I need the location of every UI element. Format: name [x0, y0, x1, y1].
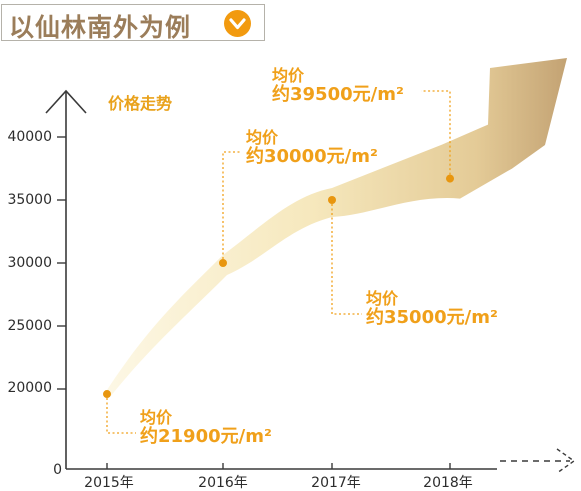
leader-lines — [106, 90, 451, 434]
y-tick-label: 20000 — [7, 380, 52, 396]
chevron-down-icon — [224, 10, 251, 37]
trend-arrow — [103, 58, 567, 398]
title-box: 以仙林南外为例 — [1, 4, 265, 42]
y-tick-label: 30000 — [7, 255, 52, 271]
data-label: 均价 约35000元/m² — [366, 289, 498, 329]
data-points — [103, 174, 454, 399]
data-point — [446, 174, 454, 183]
page-title: 以仙林南外为例 — [9, 13, 192, 42]
x-tick-label: 2017年 — [311, 475, 361, 491]
x-tick-label: 2018年 — [423, 475, 473, 491]
data-point — [103, 390, 111, 399]
leader-line — [106, 398, 136, 434]
leader-line — [331, 204, 362, 315]
y-zero-label: 0 — [53, 462, 62, 478]
y-tick-label: 35000 — [7, 192, 52, 208]
data-point — [219, 259, 227, 267]
data-label: 均价 约30000元/m² — [246, 128, 378, 168]
y-tick-label: 40000 — [7, 129, 52, 145]
data-point — [328, 196, 336, 204]
chart-subtitle: 价格走势 — [108, 94, 173, 113]
y-tick-label: 25000 — [7, 318, 52, 334]
x-tick-label: 2015年 — [84, 475, 134, 491]
axes — [45, 89, 576, 474]
data-label: 均价 约39500元/m² — [272, 66, 404, 106]
x-tick-label: 2016年 — [198, 475, 248, 491]
data-label: 均价 约21900元/m² — [140, 408, 272, 448]
y-axis-arrow — [45, 89, 87, 114]
leader-line — [421, 90, 451, 175]
